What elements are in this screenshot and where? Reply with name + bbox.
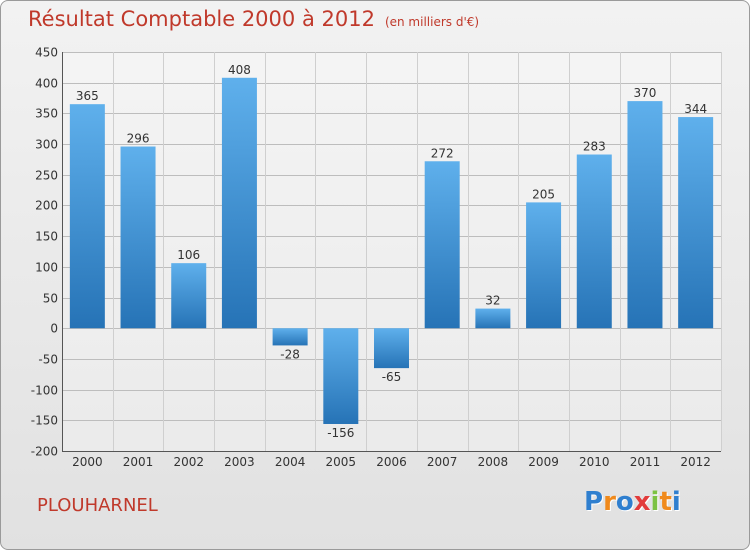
y-tick-label: 400 (35, 77, 58, 91)
bar-2001 (120, 146, 156, 329)
bar-2012 (678, 117, 714, 329)
bar-2007 (424, 161, 460, 329)
y-tick-label: -150 (31, 414, 58, 428)
value-label-2009: 205 (532, 187, 555, 201)
y-tick-label: 300 (35, 138, 58, 152)
bar-2000 (69, 104, 105, 329)
chart-subtitle: (en milliers d'€) (384, 15, 480, 29)
value-label-2003: 408 (228, 63, 251, 77)
y-tick-label: -200 (31, 445, 58, 459)
value-label-2006: -65 (382, 370, 402, 384)
y-tick-label: 250 (35, 169, 58, 183)
value-label-2007: 272 (431, 146, 454, 160)
bar-2006 (374, 328, 409, 369)
bar-2002 (171, 263, 207, 329)
x-tick-label: 2006 (376, 455, 407, 469)
logo-letter: o (615, 487, 634, 517)
bar-2008 (475, 308, 511, 329)
logo-letter: i (671, 487, 681, 517)
value-label-2001: 296 (127, 132, 150, 146)
y-tick-label: 200 (35, 199, 58, 213)
chart-title: Résultat Comptable 2000 à 2012 (en millie… (28, 7, 479, 31)
title-text: Résultat Comptable 2000 à 2012 (28, 7, 375, 31)
x-tick-label: 2010 (579, 455, 610, 469)
bar-2003 (221, 77, 257, 329)
plot-area (62, 52, 721, 451)
proxiti-logo: Proxiti (584, 487, 681, 517)
value-label-2005: -156 (327, 426, 354, 440)
y-tick-label: 50 (43, 292, 58, 306)
bar-2010 (576, 154, 612, 329)
y-tick-label: 150 (35, 230, 58, 244)
x-tick-label: 2004 (275, 455, 306, 469)
bar-2005 (323, 328, 359, 424)
logo-letter: r (603, 487, 616, 517)
x-tick-label: 2002 (173, 455, 204, 469)
value-label-2010: 283 (583, 140, 606, 154)
value-label-2008: 32 (485, 294, 500, 308)
value-label-2002: 106 (177, 248, 200, 262)
y-tick-label: 350 (35, 107, 58, 121)
location-name: PLOUHARNEL (37, 495, 158, 516)
logo-letter: P (584, 487, 604, 517)
y-tick-label: 100 (35, 261, 58, 275)
y-tick-label: 450 (35, 46, 58, 60)
value-label-2004: -28 (280, 347, 300, 361)
bar-2011 (627, 101, 663, 329)
value-label-2012: 344 (684, 102, 707, 116)
x-tick-label: 2003 (224, 455, 255, 469)
logo-letter: i (650, 487, 660, 517)
y-tick-label: -100 (31, 384, 58, 398)
y-tick-label: 0 (50, 322, 58, 336)
bar-2004 (272, 328, 308, 346)
y-tick-label: -50 (38, 353, 58, 367)
x-tick-label: 2005 (326, 455, 357, 469)
logo-letter: x (633, 487, 651, 517)
x-tick-label: 2009 (528, 455, 559, 469)
x-tick-label: 2011 (630, 455, 661, 469)
logo-letter: t (659, 487, 672, 517)
value-label-2000: 365 (76, 89, 99, 103)
x-tick-label: 2007 (427, 455, 458, 469)
x-tick-label: 2001 (123, 455, 154, 469)
x-tick-label: 2012 (680, 455, 711, 469)
x-tick-label: 2008 (478, 455, 509, 469)
value-label-2011: 370 (634, 86, 657, 100)
x-tick-label: 2000 (72, 455, 103, 469)
bar-2009 (526, 202, 562, 329)
